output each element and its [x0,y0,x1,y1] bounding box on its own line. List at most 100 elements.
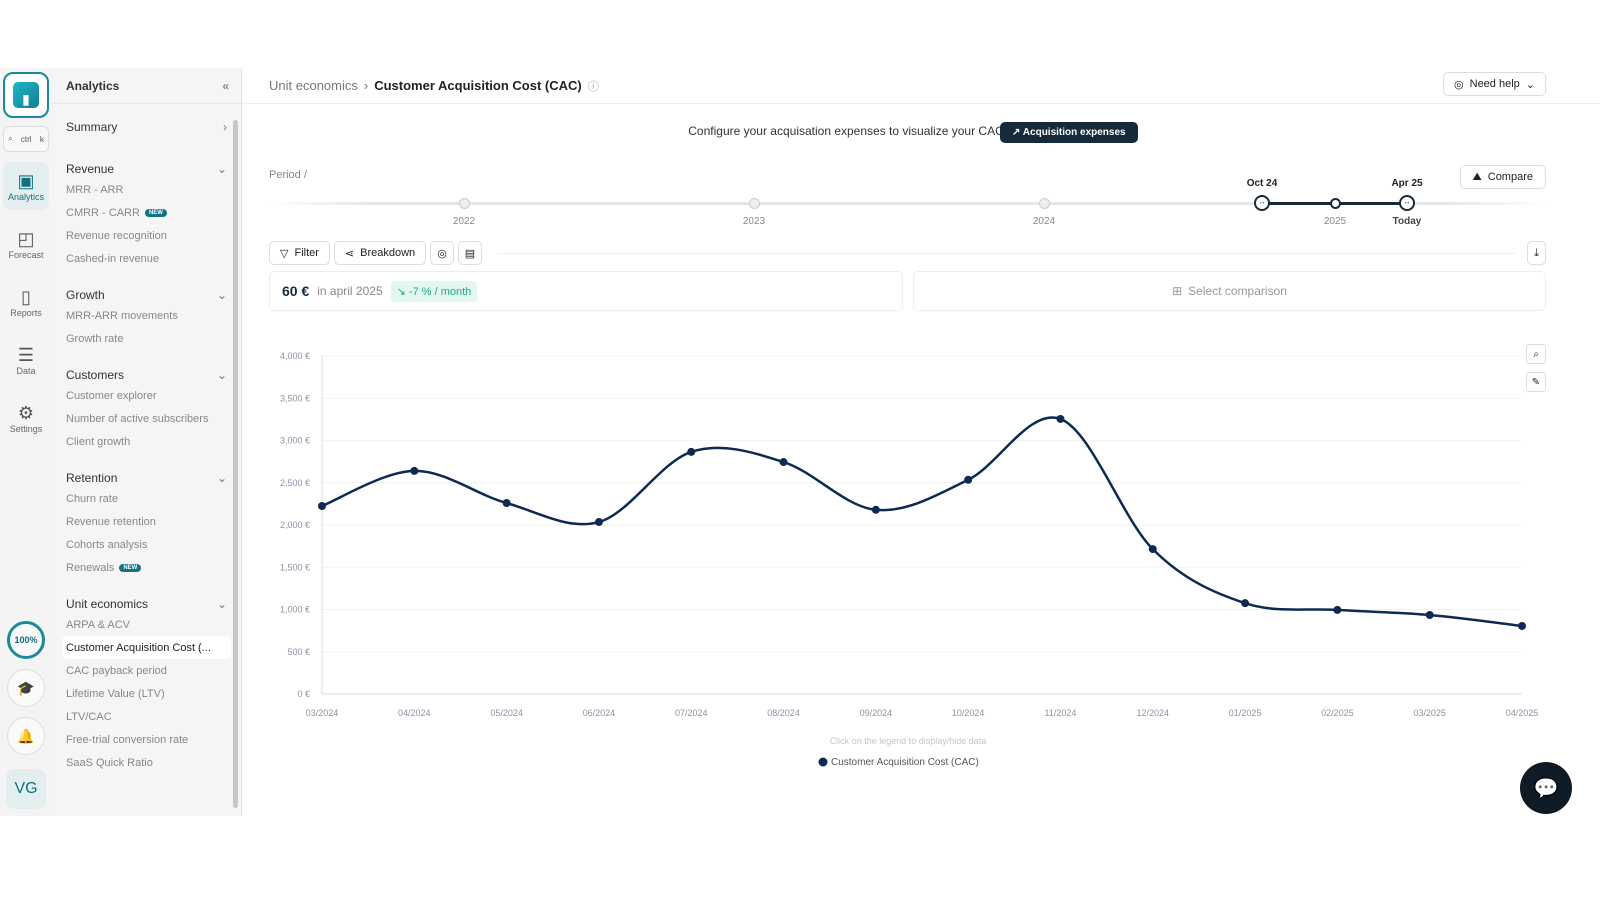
sidebar-item[interactable]: MRR-ARR movements [66,304,227,327]
app-logo[interactable]: ▮ [3,72,49,118]
collapse-sidebar-icon[interactable]: « [222,78,229,93]
rail-settings[interactable]: ⚙ Settings [3,394,49,442]
kpi-card: 60 € in april 2025 ↘ -7 % / month [269,271,903,311]
presentation-button[interactable]: ▤ [457,241,483,265]
item-label: ARPA & ACV [66,618,130,631]
group-label: Unit economics [66,597,149,611]
zoom-chart-icon[interactable]: ⌕ [1526,344,1546,364]
range-start-label: Oct 24 [1246,178,1278,189]
rail-data[interactable]: ☰ Data [3,336,49,384]
toolbar-divider [497,253,1515,254]
item-label: MRR - ARR [66,183,124,196]
reports-icon: ▯ [21,286,31,307]
timeline-tick[interactable] [1330,198,1341,209]
breakdown-button[interactable]: ⋖ Breakdown [333,241,427,265]
sidebar-item[interactable]: Client growth [66,430,227,453]
item-label: LTV/CAC [66,710,112,723]
y-tick-label: 3,500 € [280,393,310,403]
x-tick-label: 12/2024 [1136,708,1169,718]
group-label: Customers [66,368,125,382]
help-circle-icon[interactable]: ⓘ [587,80,599,93]
annotate-icon[interactable]: ✎ [1526,372,1546,392]
target-button[interactable]: ◎ [430,241,454,265]
sidebar-item[interactable]: LTV/CAC [66,705,227,728]
sidebar-item[interactable]: Customer explorer [66,384,227,407]
sidebar-item[interactable]: SaaS Quick Ratio [66,751,227,774]
timeline-tick[interactable] [1039,198,1050,209]
sidebar-item[interactable]: Renewals NEW [66,556,227,579]
sidebar-scrollbar[interactable] [233,120,238,808]
sidebar-item[interactable]: ARPA & ACV [66,613,227,636]
sidebar-group: Retention ⌄ Churn rate Revenue retention Coh… [52,469,241,579]
range-end-handle[interactable]: ↔ [1399,195,1415,211]
sidebar-group-header[interactable]: Retention ⌄ [66,469,227,487]
data-point [1333,605,1342,614]
breadcrumb-parent[interactable]: Unit economics [269,78,358,93]
rail-reports[interactable]: ▯ Reports [3,278,49,326]
data-point [871,505,880,514]
sidebar-item[interactable]: Free-trial conversion rate [66,728,227,751]
item-label: Growth rate [66,332,124,345]
sidebar-item[interactable]: CAC payback period [66,659,227,682]
plus-square-icon: ⊞ [1172,284,1183,298]
item-label: MRR-ARR movements [66,309,178,322]
onboarding-progress[interactable]: 100% [7,621,45,659]
item-label: Free-trial conversion rate [66,733,189,746]
rail-forecast[interactable]: ◰ Forecast [3,220,49,268]
series-line [321,416,1523,628]
compare-button[interactable]: ⛰ Compare [1459,165,1546,189]
shortcut-key: ctrl [20,134,32,144]
sidebar-item[interactable]: Revenue retention [66,510,227,533]
timeline-tick[interactable] [459,198,470,209]
sidebar-item[interactable]: CMRR - CARR NEW [66,201,227,224]
download-button[interactable]: ⤓ [1527,241,1546,265]
trend-badge: ↘ -7 % / month [390,280,478,302]
search-button[interactable]: ⌕ ctrl k [3,126,49,152]
trend-down-icon: ↘ [396,285,409,298]
sidebar-item[interactable]: Cashed-in revenue [66,247,227,270]
data-point [964,475,973,484]
academy-icon[interactable]: 🎓 [7,669,45,707]
chevron-right-icon: › [223,120,227,134]
sidebar-item[interactable]: Number of active subscribers [66,407,227,430]
legend-item[interactable]: Customer Acquisition Cost (CAC) [831,757,979,768]
item-label: SaaS Quick Ratio [66,756,153,769]
rail-label: Reports [10,307,42,318]
filter-button[interactable]: ▽ Filter [269,241,330,265]
group-label: Revenue [66,162,115,176]
select-comparison[interactable]: ⊞ Select comparison [913,271,1546,311]
notifications-bell-icon[interactable]: 🔔 [7,717,45,755]
data-point [594,518,603,527]
period-timeline[interactable] [269,202,1546,205]
timeline-tick[interactable] [749,198,760,209]
data-point [779,458,788,467]
x-tick-label: 08/2024 [767,708,800,718]
range-start-handle[interactable]: ↔ [1254,195,1270,211]
data-point [1425,610,1434,619]
sidebar-item[interactable]: Lifetime Value (LTV) [66,682,227,705]
sidebar-item[interactable]: Customer Acquisition Cost (... [62,636,231,659]
item-label: Customer explorer [66,389,157,402]
year-label: 2024 [1032,216,1056,227]
item-label: Revenue retention [66,515,156,528]
sidebar-group-header[interactable]: Unit economics ⌄ [66,595,227,613]
sidebar-item[interactable]: Cohorts analysis [66,533,227,556]
sidebar-item[interactable]: MRR - ARR [66,178,227,201]
sidebar-group: Summary › [52,118,241,144]
chat-support-button[interactable]: 💬 [1520,762,1572,814]
chevron-down-icon: ⌄ [216,471,227,485]
user-avatar[interactable]: VG [6,769,46,809]
acquisition-expenses-button[interactable]: ↗ Acquisition expenses [1000,122,1138,143]
sidebar-group-header[interactable]: Customers ⌄ [66,366,227,384]
sidebar-group-header[interactable]: Summary › [66,118,227,136]
sidebar-item[interactable]: Churn rate [66,487,227,510]
rail-analytics[interactable]: ▣ Analytics [3,162,49,210]
presentation-icon: ▤ [464,247,476,260]
sidebar-group-header[interactable]: Growth ⌄ [66,286,227,304]
sidebar-group-header[interactable]: Revenue ⌄ [66,160,227,178]
sidebar-group: Unit economics ⌄ ARPA & ACV Customer Acquis… [52,595,241,774]
need-help-button[interactable]: ◎ Need help ⌄ [1443,72,1546,96]
sidebar-item[interactable]: Growth rate [66,327,227,350]
year-label: 2023 [742,216,766,227]
sidebar-item[interactable]: Revenue recognition [66,224,227,247]
